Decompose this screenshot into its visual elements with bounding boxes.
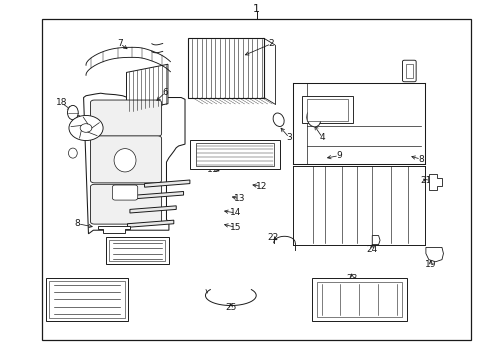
Polygon shape	[98, 226, 130, 233]
Text: 19: 19	[424, 260, 436, 269]
Text: 10: 10	[206, 151, 218, 160]
Text: 14: 14	[229, 208, 241, 217]
Bar	[49, 281, 124, 318]
Text: 22: 22	[266, 233, 278, 242]
FancyBboxPatch shape	[90, 136, 161, 183]
Bar	[105, 237, 168, 264]
Ellipse shape	[67, 105, 78, 120]
Bar	[45, 278, 128, 320]
FancyBboxPatch shape	[402, 60, 415, 82]
Polygon shape	[144, 180, 189, 187]
Text: 24: 24	[366, 246, 377, 255]
Polygon shape	[83, 93, 184, 234]
Bar	[311, 278, 406, 320]
Ellipse shape	[306, 110, 320, 127]
Polygon shape	[425, 247, 443, 262]
Text: 13: 13	[233, 194, 245, 203]
Text: 8: 8	[75, 219, 81, 228]
Text: 21: 21	[419, 176, 431, 185]
Text: 25: 25	[224, 303, 236, 312]
Text: 11: 11	[206, 165, 218, 174]
FancyBboxPatch shape	[112, 185, 138, 200]
Bar	[189, 140, 280, 169]
Ellipse shape	[68, 148, 77, 158]
Bar	[188, 39, 264, 98]
Text: 17: 17	[127, 248, 139, 257]
Text: 4: 4	[319, 133, 325, 142]
Text: 16: 16	[57, 284, 69, 293]
Text: 2: 2	[268, 39, 274, 48]
FancyBboxPatch shape	[90, 100, 161, 136]
Text: 3: 3	[286, 133, 292, 142]
Polygon shape	[130, 206, 176, 213]
Text: 23: 23	[346, 274, 357, 283]
Text: 6: 6	[163, 87, 168, 96]
Bar	[195, 143, 273, 166]
Text: 1: 1	[253, 4, 260, 14]
Text: 18: 18	[56, 98, 67, 107]
Polygon shape	[136, 192, 183, 199]
Ellipse shape	[273, 113, 284, 126]
Text: 15: 15	[229, 223, 241, 232]
Text: 20: 20	[70, 115, 82, 124]
Circle shape	[69, 116, 103, 140]
Polygon shape	[428, 174, 441, 190]
Bar	[42, 19, 470, 339]
Bar	[316, 282, 401, 317]
Polygon shape	[127, 220, 173, 227]
Text: 5: 5	[407, 72, 412, 81]
FancyBboxPatch shape	[90, 184, 161, 224]
Text: 9: 9	[336, 151, 341, 160]
Text: 8: 8	[417, 155, 423, 164]
Polygon shape	[371, 235, 379, 244]
Polygon shape	[126, 64, 167, 112]
Bar	[405, 64, 412, 78]
Text: 12: 12	[255, 182, 267, 191]
Bar	[306, 99, 347, 121]
Bar	[109, 240, 164, 261]
Text: 7: 7	[117, 39, 123, 48]
Ellipse shape	[114, 149, 136, 172]
Bar	[302, 96, 352, 123]
Circle shape	[80, 124, 92, 132]
